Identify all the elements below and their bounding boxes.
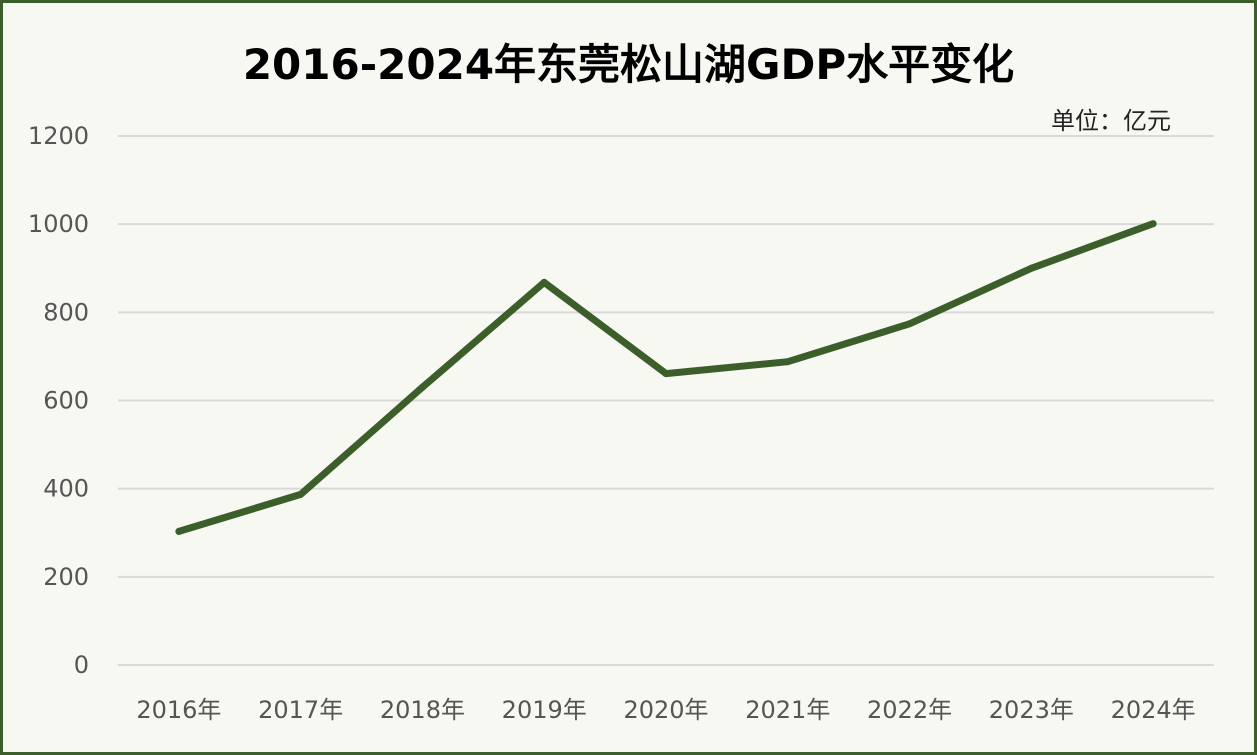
data-point xyxy=(784,358,792,366)
y-axis-tick-labels: 0 200 400 600 800 1000 1200 xyxy=(28,122,89,679)
y-tick-label: 400 xyxy=(43,475,89,503)
y-tick-label: 1200 xyxy=(28,122,89,150)
x-tick-label: 2017年 xyxy=(258,696,343,724)
x-tick-label: 2016年 xyxy=(136,696,221,724)
data-point xyxy=(418,383,426,391)
data-point xyxy=(297,490,305,498)
data-point xyxy=(1149,220,1157,228)
series-group xyxy=(175,220,1157,535)
x-tick-label: 2023年 xyxy=(989,696,1074,724)
data-point xyxy=(540,278,548,286)
x-axis-tick-labels: 2016年 2017年 2018年 2019年 2020年 2021年 2022年 2023年… xyxy=(136,696,1195,724)
y-tick-label: 0 xyxy=(74,651,89,679)
chart-title: 2016-2024年东莞松山湖GDP水平变化 xyxy=(242,40,1015,89)
x-tick-label: 2019年 xyxy=(502,696,587,724)
unit-label: 单位：亿元 xyxy=(1051,107,1171,135)
y-tick-label: 200 xyxy=(43,563,89,591)
y-tick-label: 800 xyxy=(43,298,89,326)
x-tick-label: 2021年 xyxy=(745,696,830,724)
data-point xyxy=(175,527,183,535)
x-tick-label: 2020年 xyxy=(623,696,708,724)
series-line xyxy=(175,220,1157,535)
gridlines xyxy=(118,135,1214,666)
x-tick-label: 2018年 xyxy=(380,696,465,724)
data-point xyxy=(662,370,670,378)
x-tick-label: 2022年 xyxy=(867,696,952,724)
y-tick-label: 1000 xyxy=(28,210,89,238)
data-point xyxy=(906,320,914,328)
data-point xyxy=(1027,264,1035,272)
x-tick-label: 2024年 xyxy=(1111,696,1196,724)
y-tick-label: 600 xyxy=(43,387,89,415)
